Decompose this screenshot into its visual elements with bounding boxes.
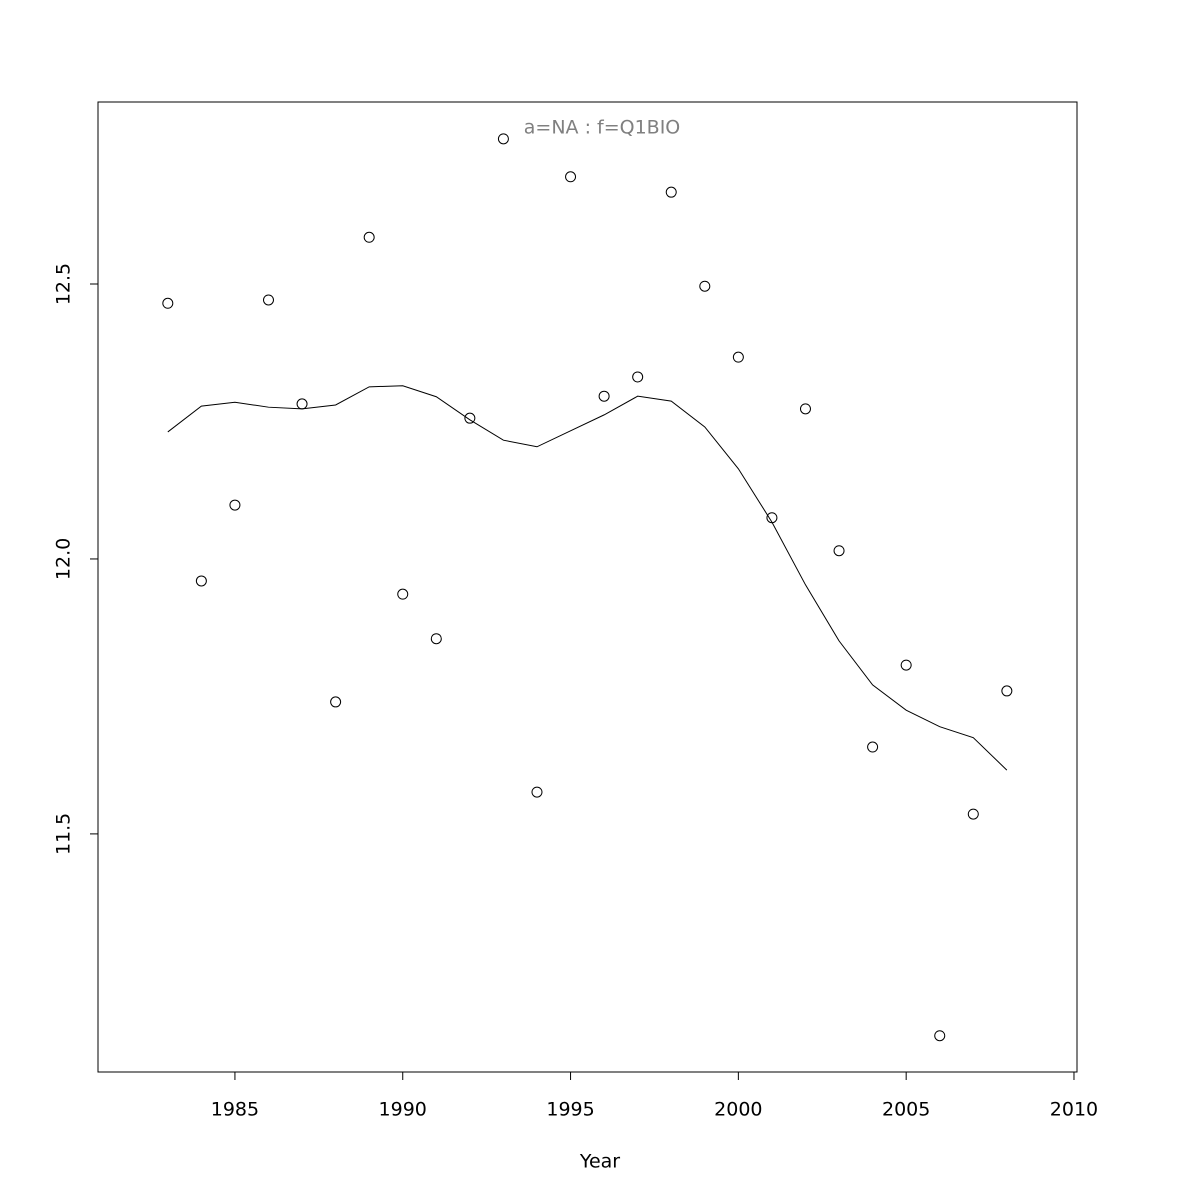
x-tick-label: 1990	[379, 1099, 427, 1121]
plot-frame	[97, 101, 1078, 1073]
point	[833, 545, 845, 557]
chart-title: a=NA : f=Q1BIO	[524, 117, 681, 139]
point	[497, 133, 509, 145]
line	[167, 385, 1008, 771]
point	[195, 575, 207, 587]
x-tick-label: 2000	[714, 1099, 762, 1121]
point	[262, 294, 274, 306]
x-tick-label: 1995	[546, 1099, 594, 1121]
x-tick-label: 1985	[211, 1099, 259, 1121]
point	[900, 659, 912, 671]
point	[330, 696, 342, 708]
point	[598, 390, 610, 402]
point	[665, 186, 677, 198]
point	[699, 280, 711, 292]
y-tick-label: 12.5	[53, 263, 75, 305]
point	[229, 499, 241, 511]
point	[967, 808, 979, 820]
y-tick-label: 11.5	[53, 813, 75, 855]
point	[867, 741, 879, 753]
point	[1001, 685, 1013, 697]
point	[934, 1030, 946, 1042]
point	[565, 171, 577, 183]
point	[430, 633, 442, 645]
point	[363, 231, 375, 243]
x-axis-label: Year	[579, 1151, 620, 1173]
point	[162, 297, 174, 309]
x-tick-label: 2005	[882, 1099, 930, 1121]
point	[632, 371, 644, 383]
point	[799, 403, 811, 415]
y-tick-label: 12.0	[53, 538, 75, 580]
point	[464, 412, 476, 424]
point	[732, 351, 744, 363]
point	[531, 786, 543, 798]
point	[296, 398, 308, 410]
point	[397, 588, 409, 600]
x-tick-label: 2010	[1050, 1099, 1098, 1121]
